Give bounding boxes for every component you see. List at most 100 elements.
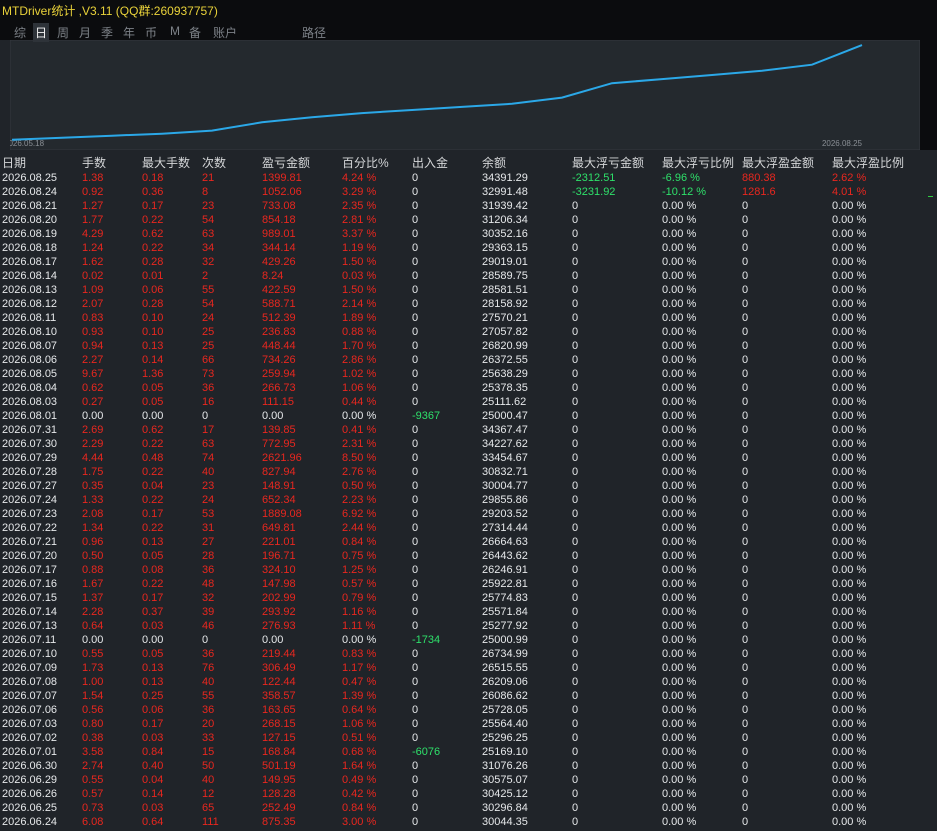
- table-cell: 0.49 %: [342, 774, 377, 786]
- table-cell: 27: [202, 536, 215, 548]
- table-cell: 0.05: [142, 648, 164, 660]
- table-cell: 0: [412, 774, 419, 786]
- table-cell: 0: [202, 634, 209, 646]
- table-cell: 0.22: [142, 242, 164, 254]
- table-cell: 23: [202, 480, 215, 492]
- tab[interactable]: 月: [79, 26, 92, 40]
- table-cell: 0.03 %: [342, 270, 377, 282]
- table-cell: 0: [572, 816, 579, 828]
- table-cell: 0: [742, 746, 749, 758]
- tab[interactable]: 日: [33, 23, 50, 42]
- table-cell: 0.00 %: [662, 438, 697, 450]
- table-cell: 0: [412, 452, 419, 464]
- table-cell: 0.00 %: [342, 410, 377, 422]
- tab[interactable]: 年: [123, 26, 136, 40]
- table-cell: 0.00 %: [832, 228, 867, 240]
- table-cell: 127.15: [262, 732, 296, 744]
- table-cell: 0.00 %: [832, 410, 867, 422]
- tab[interactable]: 币: [145, 26, 158, 40]
- table-cell: 0.01: [142, 270, 164, 282]
- table-cell: 0.42 %: [342, 788, 377, 800]
- table-cell: 0.00 %: [662, 396, 697, 408]
- table-cell: 2026.08.18: [2, 242, 58, 254]
- table-cell: 40: [202, 774, 215, 786]
- table-cell: 0: [572, 802, 579, 814]
- table-cell: 2026.07.17: [2, 564, 58, 576]
- tab[interactable]: 备: [189, 26, 202, 40]
- table-cell: 2026.07.27: [2, 480, 58, 492]
- table-cell: 0: [412, 620, 419, 632]
- table-cell: 0.00 %: [832, 494, 867, 506]
- table-cell: 0: [412, 536, 419, 548]
- table-cell: 2026.07.28: [2, 466, 58, 478]
- table-cell: 0.00 %: [662, 774, 697, 786]
- table-cell: 0: [572, 200, 579, 212]
- table-cell: 2026.08.25: [2, 172, 58, 184]
- table-cell: 0.00 %: [832, 662, 867, 674]
- tab[interactable]: M: [170, 24, 180, 38]
- table-cell: 1.67: [82, 578, 104, 590]
- table-cell: 50: [202, 760, 215, 772]
- table-cell: 0.48: [142, 452, 164, 464]
- table-cell: 3.29 %: [342, 186, 377, 198]
- table-cell: 0.00 %: [662, 578, 697, 590]
- table-cell: 0: [572, 634, 579, 646]
- table-cell: 2026.08.13: [2, 284, 58, 296]
- table-cell: 0.00 %: [832, 732, 867, 744]
- table-cell: 1.25 %: [342, 564, 377, 576]
- table-cell: 0: [742, 550, 749, 562]
- table-cell: 0: [412, 578, 419, 590]
- table-cell: 0.00 %: [832, 312, 867, 324]
- table-cell: 0.00 %: [832, 676, 867, 688]
- table-cell: 0: [202, 410, 209, 422]
- table-cell: 0.73: [82, 802, 104, 814]
- table-cell: 2026.08.10: [2, 326, 58, 338]
- table-cell: 880.38: [742, 172, 776, 184]
- tab[interactable]: 账户: [213, 26, 238, 40]
- table-cell: 0.37: [142, 606, 164, 618]
- table-cell: 1.54: [82, 690, 104, 702]
- table-cell: 0: [742, 480, 749, 492]
- table-cell: 266.73: [262, 382, 296, 394]
- table-cell: 25: [202, 326, 215, 338]
- table-cell: 0: [412, 816, 419, 828]
- column-header: 最大浮亏比例: [662, 156, 735, 170]
- table-cell: 2026.07.31: [2, 424, 58, 436]
- table-cell: 54: [202, 298, 215, 310]
- table-cell: 0.00 %: [832, 270, 867, 282]
- tab[interactable]: 季: [101, 26, 114, 40]
- table-cell: 0.02: [82, 270, 104, 282]
- column-header: 出入金: [412, 156, 449, 170]
- table-cell: 1.37: [82, 592, 104, 604]
- table-cell: 0.00 %: [662, 816, 697, 828]
- tab[interactable]: 综: [14, 26, 27, 40]
- table-cell: 0: [742, 704, 749, 716]
- table-cell: 0.00 %: [662, 564, 697, 576]
- table-cell: 0: [572, 452, 579, 464]
- table-cell: 39: [202, 606, 215, 618]
- table-cell: 8: [202, 186, 209, 198]
- table-cell: 73: [202, 368, 215, 380]
- table-cell: 0.00 %: [832, 214, 867, 226]
- table-cell: 448.44: [262, 340, 296, 352]
- table-cell: 0.00 %: [832, 466, 867, 478]
- table-cell: 76: [202, 662, 215, 674]
- table-cell: 1.77: [82, 214, 104, 226]
- table-cell: 0.00 %: [662, 676, 697, 688]
- table-cell: 0.22: [142, 438, 164, 450]
- table-cell: 30004.77: [482, 480, 528, 492]
- tab[interactable]: 路径: [302, 26, 327, 40]
- table-cell: 0: [572, 676, 579, 688]
- table-cell: 0.50 %: [342, 480, 377, 492]
- table-cell: 2026.07.14: [2, 606, 58, 618]
- table-cell: 2026.07.29: [2, 452, 58, 464]
- table-cell: 0.13: [142, 662, 164, 674]
- table-cell: 0: [572, 746, 579, 758]
- table-cell: 0.00: [142, 410, 164, 422]
- table-cell: 0.05: [142, 382, 164, 394]
- tab[interactable]: 周: [57, 26, 70, 40]
- table-cell: 29203.52: [482, 508, 528, 520]
- table-cell: 0.14: [142, 788, 164, 800]
- table-cell: 0.00 %: [662, 256, 697, 268]
